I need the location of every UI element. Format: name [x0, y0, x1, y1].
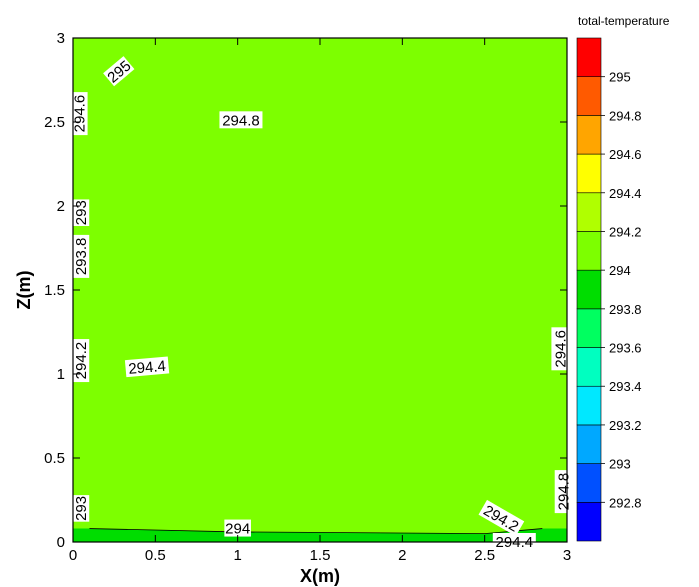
contour-label-12: 293 [72, 495, 90, 522]
x-tick-label-5: 2.5 [474, 547, 495, 564]
legend-title: total-temperature [578, 14, 670, 28]
legend-label-8: 294.4 [609, 186, 642, 201]
temperature-band-294 [73, 38, 567, 534]
contour-label-8: 294.8 [554, 470, 573, 514]
legend-swatch-1 [576, 463, 602, 503]
contour-label-bg [72, 339, 90, 383]
legend-label-5: 293.8 [609, 302, 642, 317]
contour-label-bg [103, 56, 135, 87]
contour-label-text: 293 [73, 496, 90, 521]
legend-swatch-7 [576, 231, 602, 271]
contour-label-text: 294.6 [552, 330, 569, 368]
contour-label-bg [219, 111, 263, 129]
contour-label-text: 294.4 [128, 358, 167, 378]
legend-swatch-9 [576, 153, 602, 194]
y-tick-label-1: 0.5 [44, 450, 65, 467]
legend-label-6: 294 [609, 263, 631, 278]
legend-label-10: 294.8 [609, 108, 642, 123]
contour-label-5: 294.4 [124, 356, 170, 378]
legend-swatch-4 [576, 347, 602, 387]
legend-label-7: 294.2 [609, 224, 642, 239]
legend-label-9: 294.6 [609, 147, 642, 162]
legend-swatch-0 [576, 502, 602, 542]
legend-label-11: 295 [609, 70, 631, 85]
legend-label-0: 292.8 [609, 495, 642, 510]
contour-label-2: 294.6 [70, 92, 89, 136]
legend-label-1: 293 [609, 457, 631, 472]
y-axis-title: Z(m) [14, 271, 34, 310]
y-tick-label-2: 1 [57, 366, 65, 383]
contour-label-bg [551, 327, 569, 371]
contour-label-bg [72, 495, 90, 522]
color-legend: total-temperature 292.8 293 293.2 293.4 293.… [576, 14, 670, 542]
y-tick-label-4: 2 [57, 198, 65, 215]
contour-label-bg [70, 92, 88, 136]
contour-label-bg [224, 519, 251, 537]
y-tick-label-0: 0 [57, 534, 65, 551]
contour-label-bg [72, 234, 90, 278]
y-axis: 0 0.5 1 1.5 2 2.5 3 [44, 30, 567, 551]
contour-label-text: 294.2 [73, 342, 90, 380]
y-tick-label-3: 1.5 [44, 282, 65, 299]
x-tick-label-0: 0 [69, 547, 77, 564]
x-axis: 0 0.5 1 1.5 2 2.5 3 [69, 38, 571, 564]
temperature-field [73, 38, 567, 542]
legend-swatch-6 [576, 269, 602, 310]
contour-label-4: 293 [72, 199, 90, 227]
contour-label-text: 294.6 [72, 95, 89, 133]
x-tick-label-1: 0.5 [145, 547, 166, 564]
x-tick-label-3: 1.5 [310, 547, 331, 564]
x-axis-title: X(m) [300, 566, 340, 586]
contour-label-1: 294.8 [219, 111, 263, 129]
contour-label-text: 293 [73, 200, 90, 225]
legend-label-2: 293.2 [609, 418, 642, 433]
contour-label-bg [478, 499, 525, 537]
x-tick-label-2: 1 [233, 547, 241, 564]
legend-swatch-5 [576, 308, 602, 348]
legend-swatch-2 [576, 424, 602, 464]
contour-label-text: 294.8 [222, 112, 260, 129]
contour-label-10: 294 [224, 519, 251, 538]
contour-label-text: 294 [225, 521, 250, 538]
y-tick-label-5: 2.5 [44, 114, 65, 131]
legend-label-3: 293.4 [609, 379, 642, 394]
legend-swatch-3 [576, 385, 602, 426]
legend-swatch-12 [576, 37, 602, 77]
contour-label-3: 293.8 [72, 234, 90, 278]
x-tick-label-6: 3 [563, 547, 571, 564]
contour-label-bg [124, 356, 170, 378]
legend-swatch-8 [576, 192, 602, 232]
legend-swatch-10 [576, 115, 602, 155]
contour-label-7: 294.6 [551, 327, 569, 371]
contour-label-text: 294.8 [556, 473, 573, 511]
legend-label-4: 293.6 [609, 341, 642, 356]
x-tick-label-4: 2 [398, 547, 406, 564]
contour-label-text: 293.8 [73, 238, 90, 276]
contour-label-6: 294.2 [72, 339, 90, 383]
y-tick-label-6: 3 [57, 30, 65, 47]
legend-swatch-11 [576, 76, 602, 116]
